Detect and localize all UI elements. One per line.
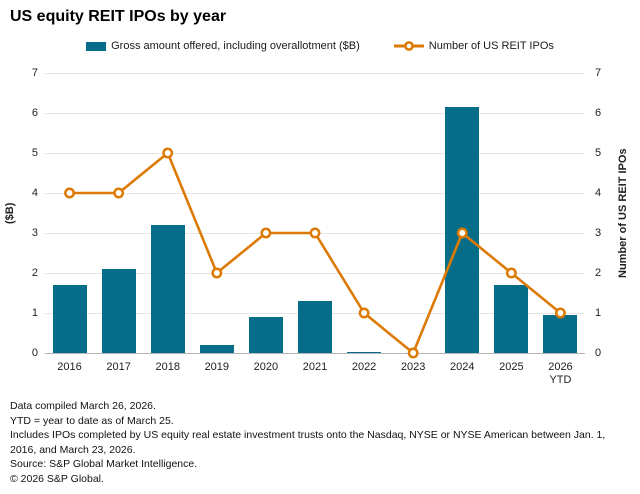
x-label-2021: 2021 xyxy=(290,361,339,374)
gridline-4 xyxy=(45,193,585,194)
bar-2025 xyxy=(494,285,529,353)
right-axis-tick-2: 2 xyxy=(595,267,602,279)
x-label-line: 2026 xyxy=(548,361,573,373)
chart-title: US equity REIT IPOs by year xyxy=(10,8,227,25)
x-label-line: 2016 xyxy=(57,361,82,373)
legend-item-bars: Gross amount offered, including overallo… xyxy=(86,40,360,52)
x-label-line: 2022 xyxy=(351,361,377,373)
bar-2024 xyxy=(445,107,480,353)
line-marker-icon xyxy=(393,41,424,51)
left-axis-tick-5: 5 xyxy=(31,147,38,159)
x-label-2022: 2022 xyxy=(340,361,389,374)
right-axis-tick-5: 5 xyxy=(595,147,602,159)
footnote-copyright: © 2026 S&P Global. xyxy=(10,472,104,485)
left-axis-tick-7: 7 xyxy=(31,67,38,79)
bar-2018 xyxy=(150,225,185,353)
gridline-7 xyxy=(45,73,585,74)
legend-item-line: Number of US REIT IPOs xyxy=(393,40,554,52)
x-label-line: 2020 xyxy=(253,361,279,373)
right-axis-tick-1: 1 xyxy=(595,307,602,319)
x-label-2024: 2024 xyxy=(438,361,487,374)
legend-label-line: Number of US REIT IPOs xyxy=(428,40,554,52)
x-axis-line xyxy=(45,353,585,354)
x-label-line: 2024 xyxy=(450,361,475,373)
bar-2022 xyxy=(347,351,382,353)
x-label-2018: 2018 xyxy=(143,361,192,374)
gridline-3 xyxy=(45,233,585,234)
x-label-line: 2025 xyxy=(499,361,524,373)
bar-2026-YTD xyxy=(543,315,578,353)
left-axis-tick-1: 1 xyxy=(31,307,38,319)
left-axis-tick-3: 3 xyxy=(31,227,38,239)
x-label-2016: 2016 xyxy=(45,361,94,374)
right-axis-tick-6: 6 xyxy=(595,107,602,119)
left-axis-tick-4: 4 xyxy=(31,187,38,199)
bar-2019 xyxy=(199,345,234,353)
gridline-5 xyxy=(45,153,585,154)
right-axis-tick-7: 7 xyxy=(595,67,602,79)
footnote-compiled: Data compiled March 26, 2026. xyxy=(10,400,156,412)
x-label-2023: 2023 xyxy=(389,361,438,374)
bar-2017 xyxy=(101,269,136,353)
x-label-2020: 2020 xyxy=(241,361,290,374)
right-axis-tick-4: 4 xyxy=(595,187,602,199)
footnote-source: Source: S&P Global Market Intelligence. xyxy=(10,458,198,470)
x-label-line: 2023 xyxy=(400,361,426,373)
left-axis-tick-0: 0 xyxy=(31,347,38,359)
bar-2016 xyxy=(52,285,87,353)
left-axis-tick-6: 6 xyxy=(31,107,38,119)
plot-area xyxy=(45,73,585,359)
footnote-includes: Includes IPOs completed by US equity rea… xyxy=(10,429,606,456)
bar-2021 xyxy=(298,301,332,353)
x-label-line: 2018 xyxy=(155,361,180,373)
footnote-ytd: YTD = year to date as of March 25. xyxy=(10,414,174,427)
x-label-line: 2019 xyxy=(204,361,230,373)
legend-label-bars: Gross amount offered, including overallo… xyxy=(111,40,360,52)
x-label-line: 2021 xyxy=(302,361,328,373)
left-axis-tick-2: 2 xyxy=(31,267,38,279)
gridline-6 xyxy=(45,113,585,114)
right-axis-tick-0: 0 xyxy=(595,347,602,359)
right-axis-tick-3: 3 xyxy=(595,227,602,239)
x-label-2019: 2019 xyxy=(192,361,241,374)
x-label-2017: 2017 xyxy=(94,361,143,374)
bar-2020 xyxy=(248,317,283,353)
legend: Gross amount offered, including overallo… xyxy=(0,40,640,52)
x-label-line: 2017 xyxy=(106,361,131,373)
x-label-2026-YTD: 2026 YTD xyxy=(536,361,585,387)
bar-swatch-icon xyxy=(86,41,107,51)
x-label-line: YTD xyxy=(549,374,572,386)
x-label-2025: 2025 xyxy=(487,361,536,374)
footnotes: Data compiled March 26, 2026. YTD = year… xyxy=(10,399,634,486)
